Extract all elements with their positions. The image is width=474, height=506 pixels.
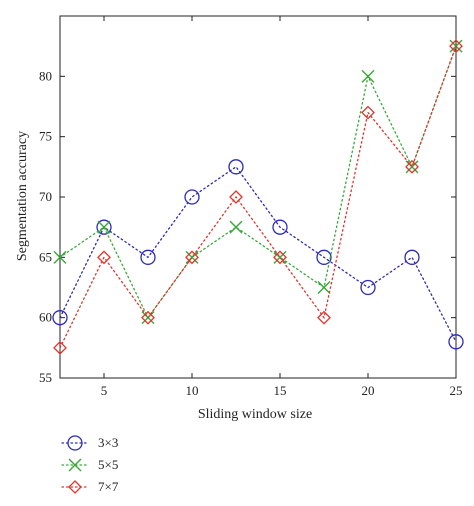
legend-label: 7×7 [98,479,119,494]
series-line-1 [59,165,457,343]
legend-label: 3×3 [98,435,118,450]
legend-marker [68,458,82,472]
data-point-series-3 [53,340,67,355]
data-point-series-3 [405,159,419,174]
legend-marker [68,480,82,494]
data-point-series-3 [361,105,375,120]
data-point-series-3 [185,250,199,265]
data-point-series-3 [229,190,243,204]
data-point-series-1 [316,249,332,265]
data-point-series-2 [97,220,111,234]
legend: 3×3 5×5 7×7 [61,435,119,494]
data-point-series-3 [97,250,111,265]
data-point-series-1 [404,249,420,265]
data-point-series-3 [141,310,155,325]
data-point-series-1 [96,219,112,235]
data-point-series-1 [272,219,288,235]
data-point-series-3 [449,39,463,54]
data-point-series-1 [228,159,244,175]
data-point-series-3 [317,310,331,325]
data-point-series-2 [185,250,199,264]
data-point-series-1 [140,249,156,265]
y-tick-label: 55 [39,370,52,385]
x-tick-label: 20 [362,383,375,398]
x-tick-label: 10 [186,383,199,398]
x-tick-label: 5 [101,383,108,398]
x-tick-label: 25 [450,383,463,398]
data-point-series-2 [361,69,375,83]
data-point-series-3 [273,250,287,265]
data-point-series-2 [273,250,287,264]
data-point-series-2 [53,250,67,264]
data-point-series-1 [360,279,376,296]
y-axis-label: Segmentation accuracy [15,131,30,261]
legend-marker [67,435,83,451]
data-point-series-1 [52,310,68,326]
data-point-series-1 [448,334,464,350]
y-tick-label: 60 [39,310,52,325]
y-tick-label: 65 [39,249,52,264]
x-tick-label: 15 [274,383,287,398]
series-line-3 [59,45,457,349]
y-tick-label: 75 [39,129,52,144]
plot-area: 5 10 15 20 25 55 60 65 70 75 80 [39,15,464,398]
y-tick-label: 80 [39,68,52,83]
data-point-series-2 [317,281,331,294]
data-point-series-2 [229,220,243,234]
legend-label: 5×5 [98,457,118,472]
data-point-series-1 [184,189,200,205]
x-axis-label: Sliding window size [198,407,312,422]
series-line-2 [59,45,457,319]
y-tick-label: 70 [39,189,52,204]
